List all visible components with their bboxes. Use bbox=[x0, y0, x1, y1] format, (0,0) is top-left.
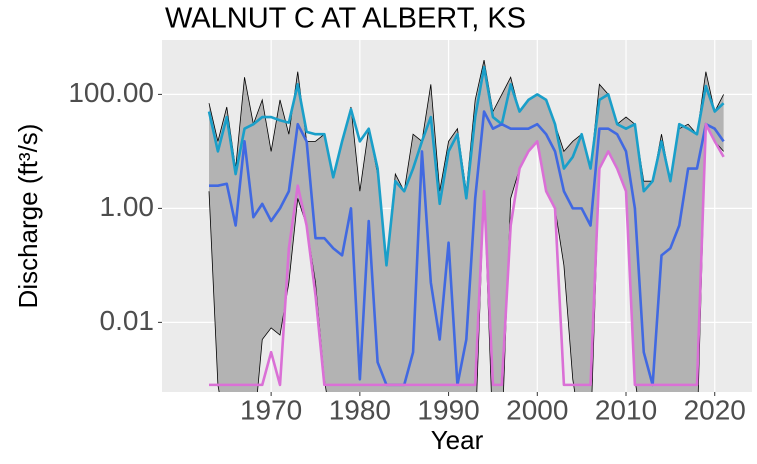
y-tick-label: 0.01 bbox=[100, 305, 155, 336]
y-tick-label: 100.00 bbox=[68, 77, 154, 108]
y-axis-title: Discharge (ft³/s) bbox=[13, 124, 43, 309]
chart-title: WALNUT C AT ALBERT, KS bbox=[165, 3, 526, 35]
x-tick-label: 1970 bbox=[240, 394, 302, 425]
x-tick-label: 1990 bbox=[417, 394, 479, 425]
series-line bbox=[209, 110, 725, 387]
x-tick-label: 2010 bbox=[595, 394, 657, 425]
axes: 0.01 1.00 100.00 1970 1980 1990 2000 2010 2020 bbox=[68, 77, 746, 426]
series-line bbox=[207, 65, 725, 267]
x-tick-label: 2000 bbox=[506, 394, 568, 425]
y-tick-label: 1.00 bbox=[100, 191, 155, 222]
x-tick-label: 2020 bbox=[684, 394, 746, 425]
x-axis-title: Year bbox=[431, 425, 484, 455]
series-line bbox=[209, 122, 725, 387]
plot-area bbox=[207, 59, 725, 392]
x-tick-label: 1980 bbox=[329, 394, 391, 425]
ribbon-lower bbox=[208, 122, 724, 392]
